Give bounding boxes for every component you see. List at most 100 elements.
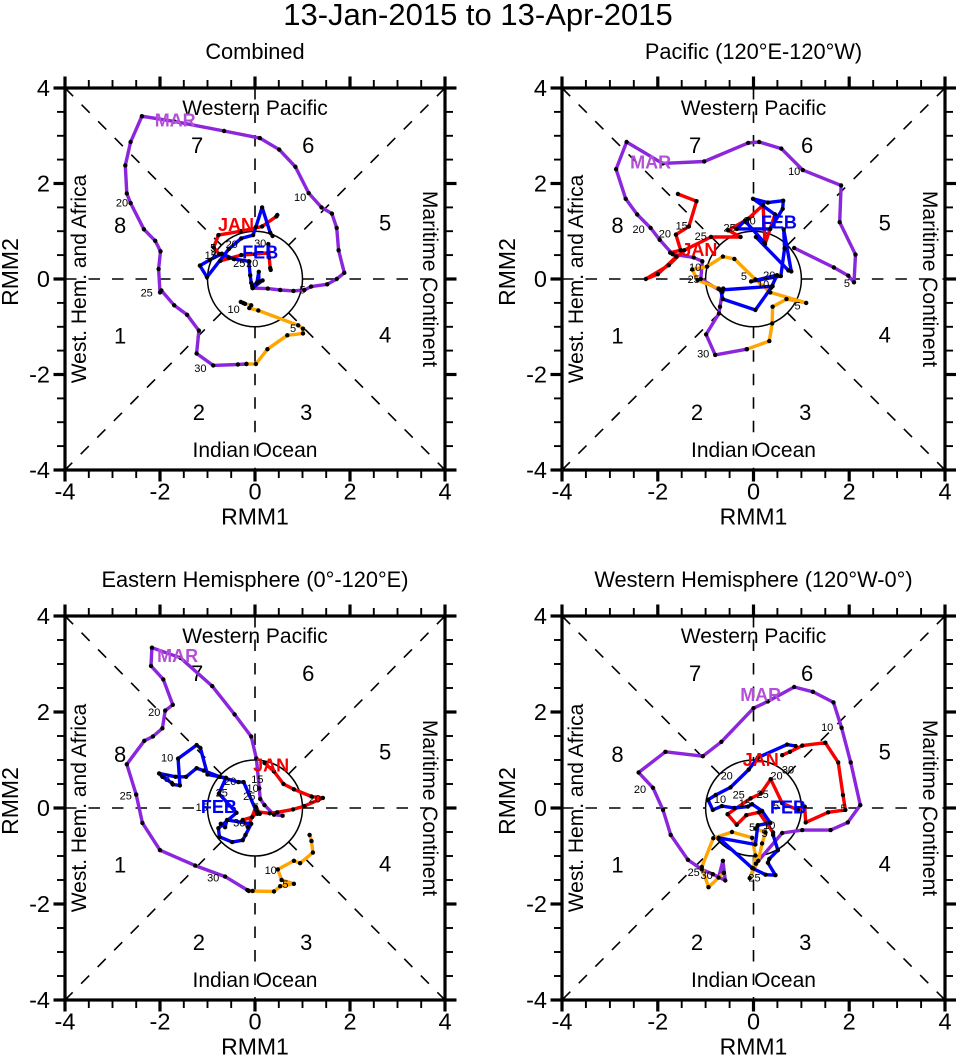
svg-text:5: 5: [749, 822, 755, 834]
svg-text:-4: -4: [552, 479, 573, 505]
svg-text:Combined: Combined: [205, 39, 304, 64]
svg-text:25: 25: [748, 873, 760, 885]
svg-text:30: 30: [744, 216, 756, 228]
svg-text:Indian Ocean: Indian Ocean: [691, 439, 816, 462]
svg-text:30: 30: [782, 765, 794, 777]
svg-text:5: 5: [879, 739, 891, 764]
svg-text:2: 2: [534, 171, 547, 197]
svg-text:6: 6: [302, 133, 314, 158]
svg-text:0: 0: [248, 479, 261, 505]
svg-text:Western Pacific: Western Pacific: [681, 97, 827, 120]
svg-text:10: 10: [161, 753, 173, 765]
svg-text:JAN: JAN: [681, 240, 717, 260]
svg-text:15: 15: [196, 802, 208, 814]
svg-text:5: 5: [253, 802, 259, 814]
svg-text:5: 5: [840, 803, 846, 815]
svg-text:Maritime Continent: Maritime Continent: [918, 720, 941, 896]
svg-text:15: 15: [739, 798, 751, 810]
svg-text:FEB: FEB: [770, 798, 806, 818]
svg-text:2: 2: [343, 1009, 356, 1035]
svg-text:5: 5: [210, 243, 216, 255]
svg-text:FEB: FEB: [201, 797, 237, 817]
svg-text:Maritime Continent: Maritime Continent: [918, 191, 941, 367]
svg-text:25: 25: [233, 258, 245, 270]
svg-text:20: 20: [763, 270, 775, 282]
svg-text:JAN: JAN: [743, 750, 779, 770]
svg-text:8: 8: [611, 742, 623, 767]
svg-text:10: 10: [757, 279, 769, 291]
svg-text:FEB: FEB: [761, 213, 797, 233]
svg-text:10: 10: [714, 794, 726, 806]
svg-text:RMM1: RMM1: [720, 504, 788, 530]
svg-text:4: 4: [438, 1009, 451, 1035]
svg-text:1: 1: [611, 853, 623, 878]
svg-text:10: 10: [821, 722, 833, 734]
svg-text:4: 4: [879, 322, 891, 347]
svg-text:0: 0: [248, 1009, 261, 1035]
svg-text:-2: -2: [150, 479, 171, 505]
svg-text:25: 25: [141, 287, 153, 299]
svg-text:-4: -4: [29, 987, 50, 1013]
svg-text:MAR: MAR: [740, 685, 781, 705]
svg-text:6: 6: [302, 661, 314, 686]
svg-text:10: 10: [763, 820, 775, 832]
svg-text:MAR: MAR: [155, 111, 196, 131]
svg-text:West. Hem. and Africa: West. Hem. and Africa: [565, 703, 588, 912]
svg-text:30: 30: [194, 363, 206, 375]
svg-text:2: 2: [343, 479, 356, 505]
svg-text:8: 8: [611, 213, 623, 238]
svg-text:8: 8: [114, 742, 126, 767]
svg-text:Maritime Continent: Maritime Continent: [418, 720, 441, 896]
svg-text:3: 3: [799, 400, 811, 425]
svg-text:-2: -2: [150, 1009, 171, 1035]
svg-text:RMM1: RMM1: [221, 504, 289, 530]
svg-text:Eastern Hemisphere (0°-120°E): Eastern Hemisphere (0°-120°E): [102, 567, 409, 592]
svg-text:-2: -2: [29, 891, 50, 917]
svg-text:10: 10: [294, 192, 306, 204]
svg-text:-2: -2: [526, 891, 547, 917]
svg-text:West. Hem. and Africa: West. Hem. and Africa: [68, 703, 91, 912]
svg-text:5: 5: [794, 301, 800, 313]
svg-text:2: 2: [843, 479, 856, 505]
svg-text:15: 15: [251, 774, 263, 786]
svg-text:1: 1: [114, 853, 126, 878]
svg-text:2: 2: [193, 400, 205, 425]
svg-text:RMM2: RMM2: [0, 767, 23, 835]
svg-text:25: 25: [216, 788, 228, 800]
svg-text:5: 5: [761, 828, 767, 840]
svg-text:-4: -4: [29, 457, 50, 483]
svg-text:25: 25: [695, 231, 707, 243]
svg-text:4: 4: [379, 322, 391, 347]
svg-text:13-Jan-2015 to 13-Apr-2015: 13-Jan-2015 to 13-Apr-2015: [283, 0, 672, 32]
svg-text:2: 2: [37, 171, 50, 197]
svg-text:25: 25: [723, 222, 735, 234]
svg-text:3: 3: [300, 930, 312, 955]
svg-text:Western Pacific: Western Pacific: [681, 625, 827, 648]
svg-text:Indian Ocean: Indian Ocean: [193, 439, 318, 462]
svg-text:RMM1: RMM1: [720, 1034, 788, 1060]
svg-text:Western Pacific: Western Pacific: [182, 625, 328, 648]
svg-text:5: 5: [299, 285, 305, 297]
svg-text:-2: -2: [526, 362, 547, 388]
svg-text:2: 2: [37, 699, 50, 725]
svg-text:30: 30: [697, 349, 709, 361]
svg-text:West. Hem. and Africa: West. Hem. and Africa: [68, 174, 91, 383]
svg-text:7: 7: [689, 661, 701, 686]
svg-text:20: 20: [721, 770, 733, 782]
svg-text:10: 10: [227, 304, 239, 316]
svg-text:0: 0: [534, 266, 547, 292]
svg-text:25: 25: [688, 867, 700, 879]
svg-text:5: 5: [379, 211, 391, 236]
svg-text:6: 6: [801, 661, 813, 686]
svg-text:RMM2: RMM2: [0, 238, 23, 306]
svg-text:Indian Ocean: Indian Ocean: [691, 969, 816, 992]
svg-text:Pacific (120°E-120°W): Pacific (120°E-120°W): [645, 39, 862, 64]
svg-text:Western Hemisphere (120°W-0°): Western Hemisphere (120°W-0°): [594, 567, 912, 592]
svg-text:3: 3: [799, 930, 811, 955]
svg-text:4: 4: [938, 1009, 951, 1035]
svg-text:10: 10: [689, 262, 701, 274]
svg-text:4: 4: [534, 603, 547, 629]
svg-text:10: 10: [788, 166, 800, 178]
svg-text:RMM2: RMM2: [494, 767, 520, 835]
svg-text:2: 2: [691, 400, 703, 425]
